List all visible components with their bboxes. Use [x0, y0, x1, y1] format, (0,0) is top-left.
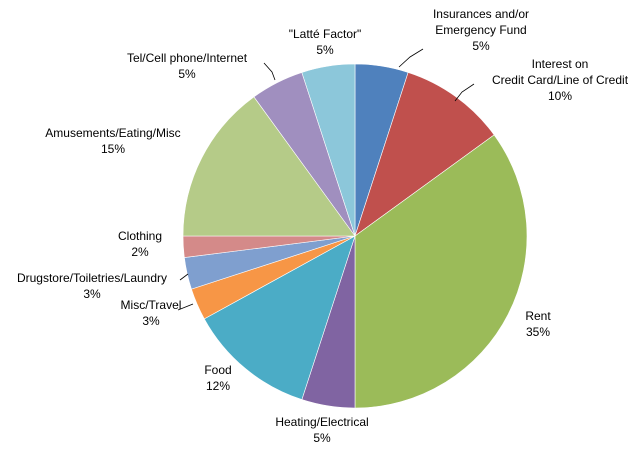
slice-percent: 5% — [178, 67, 196, 81]
slice-name: Food — [204, 363, 231, 377]
leader-line-0 — [398, 48, 424, 68]
slice-label-3: Heating/Electrical 5% — [275, 415, 368, 445]
slice-name: Insurances and/or — [433, 7, 529, 21]
slice-percent: 5% — [313, 431, 331, 445]
slice-label-4: Food 12% — [204, 363, 231, 393]
slice-percent: 10% — [548, 89, 572, 103]
pie-slice-10 — [301, 63, 356, 237]
slice-percent: 3% — [142, 314, 160, 328]
slice-percent: 12% — [206, 379, 230, 393]
leader-line-1 — [454, 83, 475, 102]
slice-name: Interest on — [532, 57, 589, 71]
leader-line-9 — [263, 62, 276, 81]
slice-name: "Latté Factor" — [289, 27, 362, 41]
leader-line-5 — [177, 303, 194, 311]
slice-percent: 5% — [472, 39, 490, 53]
slice-name: Amusements/Eating/Misc — [45, 126, 180, 140]
slice-label-2: Rent 35% — [525, 309, 551, 339]
slice-name: Emergency Fund — [435, 23, 526, 37]
slice-label-7: Clothing 2% — [118, 229, 162, 259]
pie-slice-2 — [354, 134, 528, 409]
leader-line-6 — [179, 273, 189, 281]
slice-name: Rent — [525, 309, 551, 323]
slice-name: Clothing — [118, 229, 162, 243]
pie-slice-4 — [203, 235, 356, 400]
slice-percent: 3% — [83, 287, 101, 301]
slice-label-9: Tel/Cell phone/Internet 5% — [127, 51, 248, 81]
slice-label-6: Drugstore/Toiletries/Laundry 3% — [17, 271, 167, 301]
slice-label-10: "Latté Factor" 5% — [289, 27, 362, 57]
slice-name: Misc/Travel — [121, 298, 182, 312]
slice-name: Tel/Cell phone/Internet — [127, 51, 248, 65]
slice-label-1: Interest on Credit Card/Line of Credit 10% — [492, 57, 629, 103]
slice-label-0: Insurances and/or Emergency Fund 5% — [433, 7, 529, 53]
slice-label-8: Amusements/Eating/Misc 15% — [45, 126, 180, 156]
pie-slice-8 — [182, 96, 356, 237]
slice-name: Heating/Electrical — [275, 415, 368, 429]
slice-percent: 35% — [526, 325, 550, 339]
slice-percent: 2% — [131, 245, 149, 259]
slice-label-5: Misc/Travel 3% — [121, 298, 182, 328]
slice-percent: 15% — [101, 142, 125, 156]
slice-name: Drugstore/Toiletries/Laundry — [17, 271, 167, 285]
pie-slice-1 — [354, 72, 495, 237]
slice-percent: 5% — [316, 43, 334, 57]
slice-name: Credit Card/Line of Credit — [492, 73, 629, 87]
